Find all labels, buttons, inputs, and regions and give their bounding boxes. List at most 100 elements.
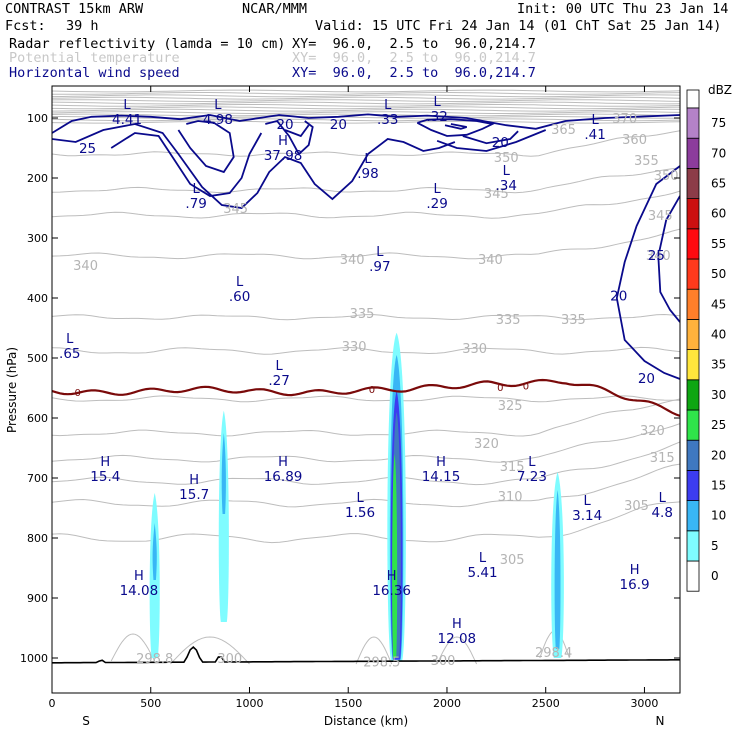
extremum-value: .34 bbox=[495, 178, 516, 194]
extremum-type: H bbox=[436, 455, 446, 470]
theta-label: 350 bbox=[654, 169, 679, 184]
terrain-line bbox=[52, 646, 680, 664]
extremum-type: L bbox=[123, 98, 131, 113]
theta-contour-line bbox=[52, 106, 680, 110]
theta-label: 305 bbox=[624, 499, 649, 514]
colorbar-swatch bbox=[686, 469, 700, 501]
extremum-value: .79 bbox=[185, 196, 206, 212]
theta-label: 320 bbox=[640, 424, 665, 439]
extremum-value: .97 bbox=[369, 259, 390, 275]
colorbar-tick-label: 75 bbox=[711, 116, 726, 130]
theta-label: 335 bbox=[350, 307, 375, 322]
theta-contour-line bbox=[52, 130, 680, 157]
wind-label: 20 bbox=[610, 289, 627, 305]
wind-contour-line bbox=[444, 123, 467, 130]
theta-label: 300 bbox=[431, 654, 456, 669]
x-tick-label: 1000 bbox=[235, 697, 263, 710]
x-axis-south-label: S bbox=[82, 714, 90, 728]
colorbar-tick-label: 10 bbox=[711, 509, 726, 523]
colorbar-tick-label: 5 bbox=[711, 539, 719, 553]
reflectivity-shading bbox=[149, 332, 564, 661]
extremum-value: .41 bbox=[584, 127, 605, 143]
colorbar-tick-label: 30 bbox=[711, 388, 726, 402]
theta-label: 345 bbox=[648, 209, 673, 224]
theta-label: 325 bbox=[498, 399, 523, 414]
theta-contour-line bbox=[52, 99, 680, 102]
extremum-type: L bbox=[384, 98, 392, 113]
y-axis-label: Pressure (hPa) bbox=[5, 347, 19, 433]
theta-contour-line bbox=[170, 636, 250, 665]
theta-contour-line bbox=[52, 313, 680, 321]
potential-temperature-contours bbox=[52, 89, 680, 665]
extremum-type: H bbox=[278, 134, 288, 149]
theta-label: 298.5 bbox=[363, 656, 400, 671]
colorbar-tick-label: 20 bbox=[711, 448, 726, 462]
extremum-type: L bbox=[433, 95, 441, 110]
colorbar-swatch bbox=[686, 530, 700, 562]
theta-label: 360 bbox=[622, 133, 647, 148]
y-tick-label: 700 bbox=[27, 472, 48, 485]
theta-contour-line bbox=[52, 395, 680, 403]
theta-contour-line bbox=[52, 96, 680, 100]
colorbar-unit: dBZ bbox=[708, 83, 732, 97]
colorbar-swatch bbox=[686, 198, 700, 230]
extremum-value: .98 bbox=[357, 166, 378, 182]
colorbar-swatch bbox=[686, 167, 700, 199]
extremum-type: L bbox=[236, 275, 244, 290]
x-tick-label: 2000 bbox=[433, 697, 461, 710]
colorbar-swatch bbox=[686, 500, 700, 532]
theta-contour-line bbox=[52, 104, 680, 107]
wind-label: 20 bbox=[638, 371, 655, 387]
extremum-type: H bbox=[278, 455, 288, 470]
model-name: CONTRAST 15km ARW bbox=[5, 1, 144, 17]
freezing-label: 0 bbox=[369, 385, 375, 396]
reflectivity-core bbox=[392, 454, 398, 658]
colorbar-tick-label: 45 bbox=[711, 297, 726, 311]
freezing-label: 0 bbox=[497, 383, 503, 394]
extremum-type: L bbox=[528, 455, 536, 470]
extremum-type: L bbox=[214, 98, 222, 113]
extremum-value: 3.14 bbox=[572, 508, 602, 524]
extremum-type: L bbox=[584, 494, 592, 509]
x-tick-label: 500 bbox=[140, 697, 161, 710]
extremum-value: 12.08 bbox=[438, 631, 477, 647]
extremum-type: L bbox=[275, 359, 283, 374]
extremum-type: H bbox=[100, 455, 110, 470]
extremum-value: 14.08 bbox=[120, 583, 159, 599]
colorbar-swatch bbox=[686, 107, 700, 139]
colorbar-tick-label: 60 bbox=[711, 207, 726, 221]
colorbar-tick-label: 0 bbox=[711, 569, 719, 583]
reflectivity-core bbox=[554, 490, 561, 649]
theta-contour-line bbox=[110, 633, 156, 662]
theta-label: 330 bbox=[342, 340, 367, 355]
extremum-value: .32 bbox=[426, 109, 447, 125]
colorbar-tick-label: 55 bbox=[711, 237, 726, 251]
theta-label: 315 bbox=[500, 460, 525, 475]
colorbar-swatch bbox=[686, 439, 700, 471]
theta-label: 340 bbox=[340, 253, 365, 268]
theta-label: 365 bbox=[551, 123, 576, 138]
wind-label: 25 bbox=[79, 141, 96, 157]
theta-label: 298.4 bbox=[535, 646, 572, 661]
field-reflectivity-name: Radar reflectivity (lamda = 10 cm) bbox=[9, 36, 286, 52]
colorbar-tick-label: 65 bbox=[711, 177, 726, 191]
colorbar-swatch bbox=[686, 137, 700, 169]
extremum-type: L bbox=[503, 164, 511, 179]
reflectivity-core bbox=[221, 433, 226, 514]
colorbar-swatch bbox=[686, 288, 700, 320]
extremum-type: L bbox=[193, 182, 201, 197]
colorbar-swatch bbox=[686, 228, 700, 260]
forecast-hours: 39 h bbox=[66, 18, 99, 34]
y-tick-label: 200 bbox=[27, 172, 48, 185]
theta-contour-line bbox=[52, 346, 680, 355]
extremum-type: L bbox=[479, 551, 487, 566]
wind-contour-line bbox=[52, 123, 456, 209]
theta-contour-line bbox=[52, 190, 680, 219]
wind-label: 20 bbox=[330, 117, 347, 133]
extremum-type: H bbox=[189, 473, 199, 488]
extremum-type: H bbox=[452, 617, 462, 632]
theta-label: 298.8 bbox=[136, 652, 173, 667]
y-tick-label: 500 bbox=[27, 352, 48, 365]
y-tick-label: 100 bbox=[27, 112, 48, 125]
